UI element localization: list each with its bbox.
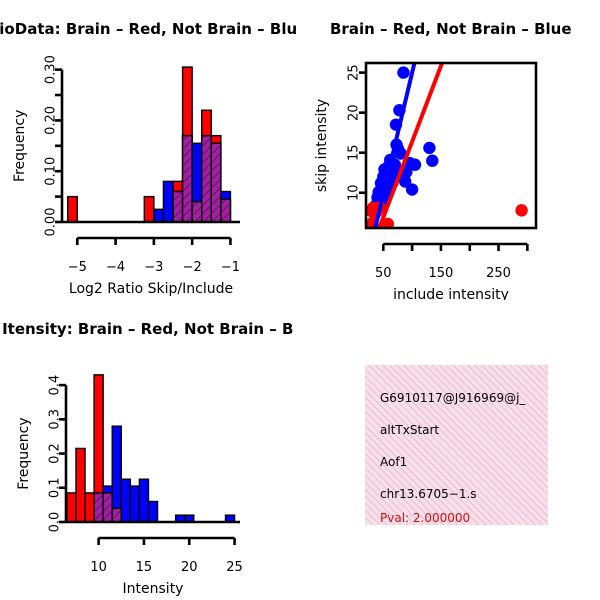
scatter-point-not-brain (423, 141, 436, 155)
hist-bar-not-brain (147, 500, 159, 523)
y-tick-label: 20 (347, 104, 362, 121)
hist-bar-overlap (111, 507, 122, 523)
hist-bar-not-brain (153, 208, 165, 223)
info-line-locus: chr13.6705−1.s (380, 487, 477, 501)
x-axis-label: include intensity (393, 287, 509, 300)
hist-ratio-plot: 0.00 0.10 0.20 0.30 Frequency −5 −4 −3 −2 −1 Log2 … (12, 55, 240, 297)
info-line-gene-id: G6910117@J916969@j_ (380, 391, 526, 405)
y-tick-label: 0.2 (48, 443, 63, 464)
hist-bar-overlap (191, 200, 203, 223)
x-tick-label: 20 (181, 560, 198, 575)
x-axis-label: Log2 Ratio Skip/Include (69, 281, 233, 297)
hist-intensity-plot: 0.0 0.1 0.2 0.3 0.4 Frequency 10 15 20 25 Intensit… (16, 374, 243, 597)
x-tick-label: −5 (68, 260, 87, 275)
y-tick-label: 0.00 (44, 208, 59, 237)
plot-frame (364, 61, 538, 230)
y-tick-label: 0.30 (44, 55, 59, 84)
info-line-pval: Pval: 2.000000 (380, 511, 471, 525)
panel-hist-intensity: ne Itensity: Brain – Red, Not Brain – B … (0, 300, 300, 600)
hist-bar-brain (66, 492, 77, 523)
x-tick-label: 50 (375, 266, 392, 281)
plot-area: 0.0 0.1 0.2 0.3 0.4 Frequency 10 15 20 25 Intensit… (16, 374, 243, 597)
y-tick-label: 10 (347, 184, 362, 201)
hist-bar-overlap (102, 492, 113, 523)
x-tick-label: −4 (106, 260, 125, 275)
panel-hist-intensity-title: ne Itensity: Brain – Red, Not Brain – B (0, 320, 294, 338)
x-tick-label: 25 (226, 560, 243, 575)
info-box: G6910117@J916969@j_ altTxStart Aof1 chr1… (365, 365, 548, 525)
plot-area: 0.00 0.10 0.20 0.30 Frequency −5 −4 −3 −2 −1 Log2 … (12, 55, 240, 297)
y-tick-label: 0.1 (48, 477, 63, 498)
x-tick-label: −1 (221, 260, 240, 275)
scatter-point-brain (381, 217, 395, 228)
y-tick-label: 0.10 (44, 157, 59, 186)
hist-bar-not-brain (120, 478, 132, 523)
info-line-gene-symbol: Aof1 (380, 455, 408, 469)
y-axis-label: Frequency (16, 417, 32, 489)
scatter-plot: 10 15 20 25 skip intensity 50 150 250 include in… (314, 61, 538, 300)
scatter-point-not-brain (408, 158, 422, 171)
x-tick-label: 250 (486, 266, 511, 281)
x-tick-label: 15 (136, 560, 153, 575)
x-tick-label: 150 (429, 266, 454, 281)
fit-line-0000FF (373, 63, 417, 228)
hist-bar-not-brain (138, 478, 150, 523)
hist-bar-brain (84, 492, 95, 523)
y-tick-label: 0.20 (44, 106, 59, 135)
hist-bar-overlap (220, 198, 232, 223)
panel-hist-ratio: atioData: Brain – Red, Not Brain – Blu 0… (0, 0, 300, 300)
y-tick-label: 0.4 (48, 375, 63, 396)
hist-bar-overlap (93, 492, 104, 523)
hist-bar-overlap (181, 134, 193, 223)
scatter-inner (366, 63, 528, 228)
panel-scatter: Brain – Red, Not Brain – Blue 10 15 20 25 sk… (300, 0, 600, 300)
hist-bar-not-brain (162, 180, 174, 223)
hist-bar-overlap (201, 134, 212, 223)
hist-bar-brain (75, 447, 86, 523)
x-tick-label: −3 (144, 260, 163, 275)
hist-bar-overlap (172, 190, 184, 223)
plot-area: 10 15 20 25 skip intensity 50 150 250 include in… (314, 61, 538, 300)
hist-bar-brain (143, 195, 155, 223)
info-line-event-type: altTxStart (380, 423, 440, 437)
y-tick-label: 15 (347, 144, 362, 161)
panel-hist-ratio-title: atioData: Brain – Red, Not Brain – Blu (0, 20, 298, 38)
hist-bar-not-brain (129, 485, 141, 523)
hist-bar-brain (67, 195, 79, 223)
x-axis-label: Intensity (123, 581, 184, 597)
hist-bar-overlap (210, 142, 222, 223)
fit-line-FF0000 (377, 63, 444, 228)
x-tick-label: 10 (90, 560, 107, 575)
y-tick-label: 25 (347, 64, 362, 81)
scatter-point-not-brain (394, 147, 407, 160)
scatter-point-not-brain (405, 183, 419, 196)
y-axis-label: skip intensity (314, 99, 330, 192)
panel-scatter-title: Brain – Red, Not Brain – Blue (330, 20, 572, 38)
y-axis-label: Frequency (12, 110, 28, 182)
scatter-point-brain (515, 204, 528, 217)
y-tick-label: 0.0 (48, 512, 63, 533)
x-tick-label: −2 (183, 260, 202, 275)
panel-info: G6910117@J916969@j_ altTxStart Aof1 chr1… (300, 300, 600, 600)
scatter-point-not-brain (426, 154, 439, 167)
scatter-point-not-brain (397, 66, 410, 79)
y-tick-label: 0.3 (48, 409, 63, 430)
